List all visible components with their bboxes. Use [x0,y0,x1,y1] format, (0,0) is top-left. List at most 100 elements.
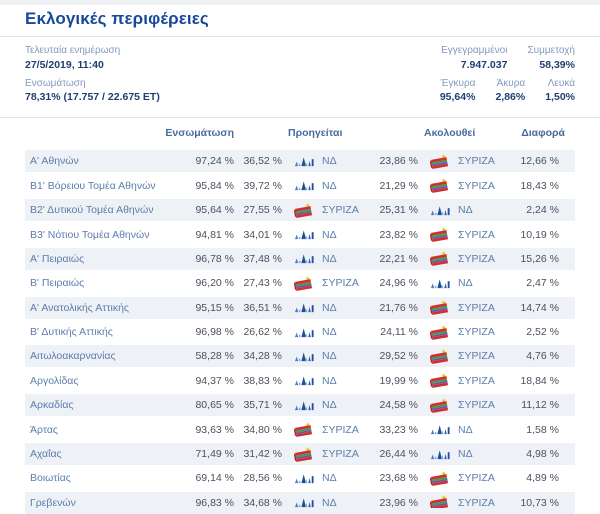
page-title: Εκλογικές περιφέρειες [25,9,209,28]
following-pct: 23,86 % [379,155,418,168]
district-name: Αρκαδίας [30,399,74,412]
integration-pct: 95,84 % [195,179,234,192]
difference-pct: 2,24 % [526,204,559,217]
table-row[interactable]: Β' Πειραιώς 96,20 % 27,43 % ΣΥΡΙΖΑ 24,96… [25,272,575,294]
following-party-label: ΝΔ [458,448,473,461]
summary-row-2: Έγκυρα 95,64% Άκυρα 2,86% Λευκά 1,50% [440,77,575,105]
following-party-label: ΣΥΡΙΖΑ [458,252,495,265]
table-row[interactable]: Αχαΐας 71,49 % 31,42 % ΣΥΡΙΖΑ 26,44 % ΝΔ… [25,443,575,466]
leading-party-label: ΣΥΡΙΖΑ [322,204,359,217]
following-party-logo [424,448,458,461]
nd-flag-icon [294,472,318,485]
leading-party-label: ΣΥΡΙΖΑ [322,277,359,290]
table-row[interactable]: Α' Αθηνών 97,24 % 36,52 % ΝΔ 23,86 % ΣΥΡ… [25,150,575,173]
nd-flag-icon [294,399,318,412]
difference-pct: 15,26 % [520,252,559,265]
leading-party-label: ΝΔ [322,350,337,363]
syriza-flag-icon [430,154,452,169]
integration-pct: 97,24 % [195,155,234,168]
leading-pct: 35,71 % [243,399,282,412]
following-party-label: ΝΔ [458,204,473,217]
leading-pct: 34,01 % [243,228,282,241]
following-party-logo [424,373,458,389]
leading-party-label: ΝΔ [322,301,337,314]
blank-label: Λευκά [547,77,575,89]
invalid: Άκυρα 2,86% [495,77,525,105]
following-party-logo [424,178,458,194]
following-pct: 21,29 % [379,179,418,192]
table-row[interactable]: Αιτωλοακαρνανίας 58,28 % 34,28 % ΝΔ 29,5… [25,345,575,368]
nd-flag-icon [294,374,318,387]
following-pct: 22,21 % [379,252,418,265]
integration-label: Ενσωμάτωση [25,77,86,89]
leading-party-label: ΝΔ [322,326,337,339]
table-header: Ενσωμάτωση Προηγείται Ακολουθεί Διαφορά [25,118,575,148]
difference-pct: 12,66 % [520,155,559,168]
leading-party-logo [288,202,322,218]
leading-party-label: ΝΔ [322,155,337,168]
integration-pct: 94,37 % [195,374,234,387]
leading-pct: 38,83 % [243,374,282,387]
table-row[interactable]: Άρτας 93,63 % 34,80 % ΣΥΡΙΖΑ 33,23 % ΝΔ … [25,419,575,441]
leading-pct: 36,52 % [243,155,282,168]
leading-party-label: ΝΔ [322,179,337,192]
integration-pct: 96,83 % [195,496,234,509]
leading-party-label: ΝΔ [322,496,337,509]
difference-pct: 1,58 % [526,423,559,436]
table-row[interactable]: Β1' Βόρειου Τομέα Αθηνών 95,84 % 39,72 %… [25,175,575,197]
table-row[interactable]: Β2' Δυτικού Τομέα Αθηνών 95,64 % 27,55 %… [25,199,575,222]
table-row[interactable]: Βοιωτίας 69,14 % 28,56 % ΝΔ 23,68 % ΣΥΡΙ… [25,467,575,489]
following-pct: 25,31 % [379,204,418,217]
district-name: Γρεβενών [30,496,76,509]
following-pct: 24,58 % [379,399,418,412]
following-party-label: ΝΔ [458,277,473,290]
nd-flag-icon [430,204,454,217]
following-party-label: ΣΥΡΙΖΑ [458,326,495,339]
syriza-flag-icon [430,251,452,267]
leading-party-logo [288,228,322,241]
registered-label: Εγγεγραμμένοι [441,45,508,56]
table-row[interactable]: Αργολίδας 94,37 % 38,83 % ΝΔ 19,99 % ΣΥΡ… [25,370,575,392]
following-party-logo [424,154,458,169]
divider-summary [0,117,600,119]
following-party-label: ΣΥΡΙΖΑ [458,228,495,241]
following-pct: 23,82 % [379,228,418,241]
leading-party-logo [288,399,322,412]
following-party-label: ΣΥΡΙΖΑ [458,155,495,168]
district-name: Άρτας [30,423,58,436]
integration-value: 78,31% (17.757 / 22.675 ΕΤ) [25,91,160,104]
page-header: Εκλογικές περιφέρειες [0,5,600,36]
valid-value: 95,64% [439,91,476,104]
integration-pct: 96,78 % [195,252,234,265]
nd-flag-icon [430,448,454,461]
following-party-label: ΣΥΡΙΖΑ [458,179,495,192]
difference-pct: 2,47 % [526,277,559,290]
leading-party-label: ΣΥΡΙΖΑ [322,448,359,461]
syriza-flag-icon [294,422,316,438]
integration-pct: 80,65 % [195,399,234,412]
following-party-logo [424,300,458,316]
syriza-flag-icon [430,178,452,194]
table-row[interactable]: Αρκαδίας 80,65 % 35,71 % ΝΔ 24,58 % ΣΥΡΙ… [25,394,575,417]
syriza-flag-icon [294,446,316,462]
following-party-logo [424,324,458,340]
leading-party-logo [288,496,322,509]
leading-party-label: ΝΔ [322,374,337,387]
blank: Λευκά 1,50% [545,77,575,105]
table-row[interactable]: Β' Δυτικής Αττικής 96,98 % 26,62 % ΝΔ 24… [25,321,575,343]
following-party-logo [424,471,458,486]
col-header-following: Ακολουθεί [424,127,476,140]
table-row[interactable]: Α' Ανατολικής Αττικής 95,15 % 36,51 % ΝΔ… [25,296,575,319]
difference-pct: 4,89 % [526,472,559,485]
last-update-value: 27/5/2019, 11:40 [25,58,104,71]
leading-pct: 27,55 % [243,204,282,217]
nd-flag-icon [294,228,318,241]
table-row[interactable]: Β3' Νότιου Τομέα Αθηνών 94,81 % 34,01 % … [25,224,575,246]
district-name: Β' Δυτικής Αττικής [30,326,113,339]
nd-flag-icon [430,423,454,436]
col-header-leading: Προηγείται [288,127,343,140]
integration-pct: 94,81 % [195,228,234,241]
table-row[interactable]: Α' Πειραιώς 96,78 % 37,48 % ΝΔ 22,21 % Σ… [25,247,575,270]
difference-pct: 10,73 % [520,496,559,509]
col-header-difference: Διαφορά [521,127,565,140]
